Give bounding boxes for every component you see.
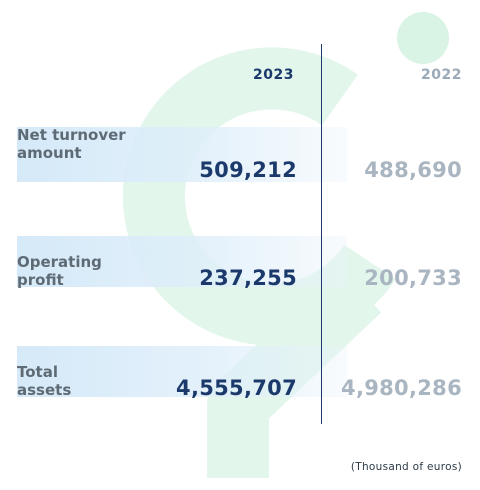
row-label-operating-profit: Operating profit bbox=[17, 253, 102, 289]
value-operating-profit-2022: 200,733 bbox=[364, 266, 462, 290]
row-band-3 bbox=[17, 346, 347, 397]
value-total-assets-2022: 4,980,286 bbox=[341, 376, 462, 400]
row-label-total-assets: Total assets bbox=[17, 363, 72, 399]
column-header-2022: 2022 bbox=[421, 67, 462, 83]
value-operating-profit-2023: 237,255 bbox=[199, 266, 297, 290]
column-divider bbox=[321, 44, 323, 424]
value-total-assets-2023: 4,555,707 bbox=[176, 376, 297, 400]
units-note: (Thousand of euros) bbox=[350, 461, 462, 473]
column-header-2023: 2023 bbox=[253, 67, 294, 83]
value-net-turnover-2023: 509,212 bbox=[199, 158, 297, 182]
logo-dot bbox=[397, 12, 449, 64]
row-label-net-turnover: Net turnover amount bbox=[17, 126, 126, 162]
value-net-turnover-2022: 488,690 bbox=[364, 158, 462, 182]
logo-stem bbox=[207, 267, 382, 478]
row-band-1 bbox=[17, 127, 347, 182]
row-band-2 bbox=[17, 236, 347, 287]
